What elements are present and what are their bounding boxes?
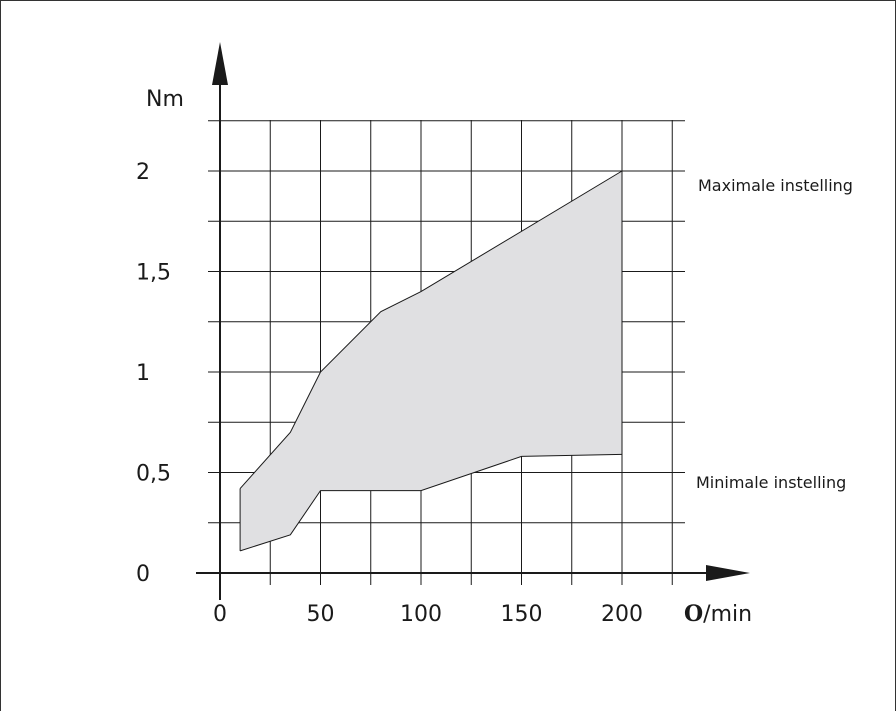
torque-range-area bbox=[240, 171, 622, 551]
x-axis-label: O/min bbox=[684, 601, 752, 627]
x-axis-symbol: O bbox=[684, 601, 703, 627]
y-tick-label: 1 bbox=[136, 361, 150, 386]
x-axis-arrow bbox=[706, 565, 750, 581]
y-tick-label: 2 bbox=[136, 160, 150, 185]
x-tick-label: 0 bbox=[213, 602, 227, 627]
x-tick-label: 100 bbox=[400, 602, 442, 627]
x-tick-label: 50 bbox=[307, 602, 335, 627]
y-axis-label: Nm bbox=[146, 87, 184, 112]
x-tick-label: 150 bbox=[501, 602, 543, 627]
labels: 0 0,5 1 1,5 2 0 50 100 150 200 bbox=[136, 160, 643, 627]
max-setting-label: Maximale instelling bbox=[698, 176, 853, 195]
y-tick-label: 0 bbox=[136, 562, 150, 587]
y-axis-arrow bbox=[212, 42, 228, 85]
series-line-min bbox=[239, 453, 623, 552]
axes bbox=[196, 42, 750, 600]
x-axis-unit: /min bbox=[703, 602, 752, 627]
y-tick-label: 1,5 bbox=[136, 261, 171, 286]
y-tick-label: 0,5 bbox=[136, 462, 171, 487]
min-setting-label: Minimale instelling bbox=[696, 473, 846, 492]
series-line-max bbox=[239, 170, 623, 489]
x-tick-label: 200 bbox=[601, 602, 643, 627]
